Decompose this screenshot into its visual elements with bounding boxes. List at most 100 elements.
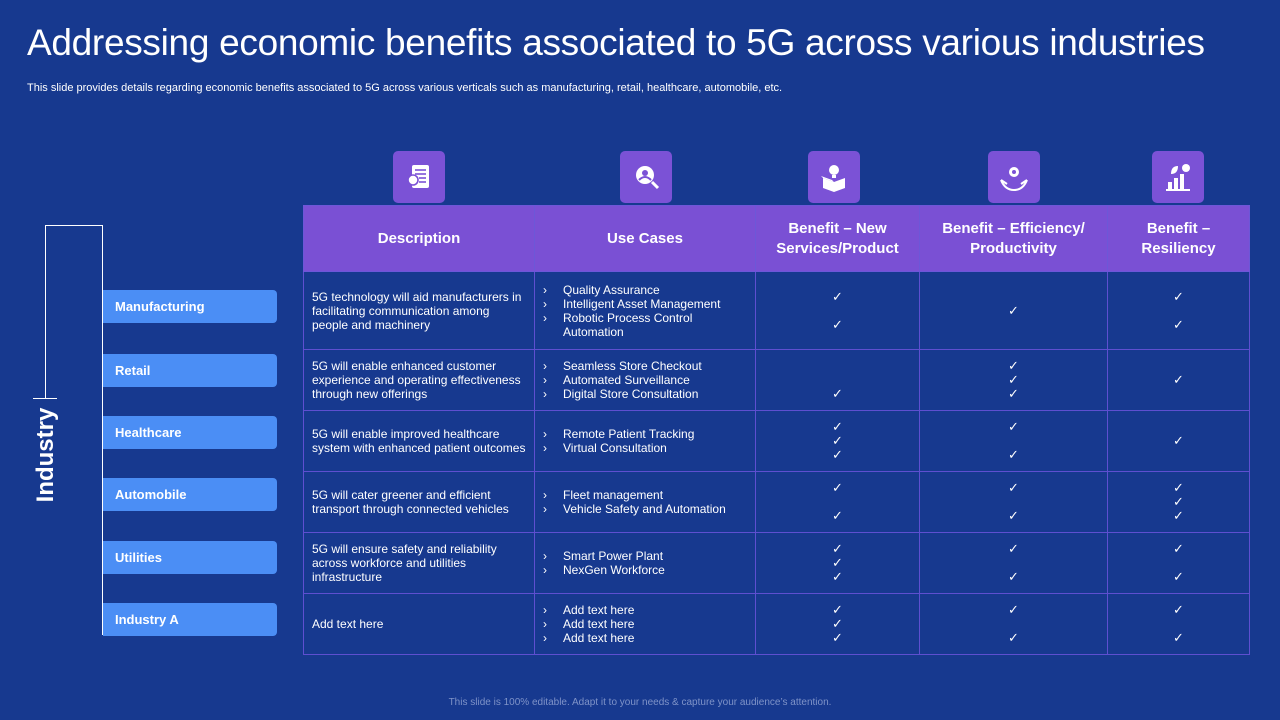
use-case-list: Quality AssuranceIntelligent Asset Manag… xyxy=(543,283,747,339)
checkmark-icon: ✓ xyxy=(832,555,843,570)
slide-title: Addressing economic benefits associated … xyxy=(27,22,1205,63)
industry-rail xyxy=(102,225,103,635)
checkmark-icon: ✓ xyxy=(1008,480,1019,495)
checkmark-icon: ✓ xyxy=(1008,508,1019,523)
row-description: 5G will enable enhanced customer experie… xyxy=(303,349,535,411)
use-case-item: Vehicle Safety and Automation xyxy=(543,502,747,516)
use-case-item: Smart Power Plant xyxy=(543,549,747,563)
checkmark-icon: ✓ xyxy=(1173,602,1184,617)
checkmark-icon: ✓ xyxy=(832,602,843,617)
document-chart-icon xyxy=(393,151,445,203)
cell-benefit-new: ✓ ✓ xyxy=(755,471,920,533)
box-lightbulb-icon xyxy=(808,151,860,203)
cell-benefit-efficiency: ✓ ✓ xyxy=(919,471,1108,533)
use-case-item: Add text here xyxy=(543,617,747,631)
table-row: 5G will cater greener and efficient tran… xyxy=(303,471,1250,533)
row-description: 5G will enable improved healthcare syste… xyxy=(303,410,535,472)
use-case-item: Quality Assurance xyxy=(543,283,747,297)
checkmark-icon: ✓ xyxy=(832,541,843,556)
use-case-item: Fleet management xyxy=(543,488,747,502)
checkmark-icon: ✓ xyxy=(832,419,843,434)
industry-tag-retail: Retail xyxy=(103,354,277,387)
industry-tag-utilities: Utilities xyxy=(103,541,277,574)
checkmark-icon: ✓ xyxy=(832,433,843,448)
cell-benefit-resiliency: ✓ xyxy=(1107,410,1250,472)
use-case-item: Virtual Consultation xyxy=(543,441,747,455)
checkmark-icon: ✓ xyxy=(832,447,843,462)
industry-tag-automobile: Automobile xyxy=(103,478,277,511)
cell-benefit-new: ✓ ✓ xyxy=(755,271,920,350)
row-use-cases: Seamless Store CheckoutAutomated Surveil… xyxy=(534,349,756,411)
cell-benefit-resiliency: ✓ ✓ xyxy=(1107,271,1250,350)
hand-gear-icon xyxy=(988,151,1040,203)
row-description: Add text here xyxy=(303,593,535,655)
table-header-row: Description Use Cases Benefit – New Serv… xyxy=(303,205,1250,272)
use-case-item: Remote Patient Tracking xyxy=(543,427,747,441)
table-row: Add text hereAdd text hereAdd text hereA… xyxy=(303,593,1250,655)
use-case-list: Remote Patient TrackingVirtual Consultat… xyxy=(543,427,747,455)
use-case-item: Robotic Process Control Automation xyxy=(543,311,747,339)
cell-benefit-efficiency: ✓ ✓ xyxy=(919,593,1108,655)
row-description: 5G will cater greener and efficient tran… xyxy=(303,471,535,533)
industry-bracket-tick xyxy=(33,398,57,399)
industry-tag-industry-a: Industry A xyxy=(103,603,277,636)
slide-subtitle: This slide provides details regarding ec… xyxy=(27,82,783,94)
checkmark-icon: ✓ xyxy=(832,288,843,304)
industry-tag-healthcare: Healthcare xyxy=(103,416,277,449)
table-row: 5G will enable enhanced customer experie… xyxy=(303,349,1250,411)
row-use-cases: Smart Power PlantNexGen Workforce xyxy=(534,532,756,594)
checkmark-icon: ✓ xyxy=(1173,433,1184,448)
column-header-description: Description xyxy=(303,205,535,272)
use-case-item: Digital Store Consultation xyxy=(543,387,747,401)
checkmark-icon: ✓ xyxy=(832,569,843,584)
use-case-item: Automated Surveillance xyxy=(543,373,747,387)
cell-benefit-efficiency: ✓ xyxy=(919,271,1108,350)
checkmark-icon: ✓ xyxy=(1173,494,1184,509)
cell-benefit-resiliency: ✓ xyxy=(1107,349,1250,411)
table-row: 5G will ensure safety and reliability ac… xyxy=(303,532,1250,594)
industry-bracket-top xyxy=(45,225,103,226)
checkmark-icon: ✓ xyxy=(1008,372,1019,387)
slide-footer: This slide is 100% editable. Adapt it to… xyxy=(448,697,832,708)
use-case-list: Add text hereAdd text hereAdd text here xyxy=(543,603,747,645)
checkmark-icon: ✓ xyxy=(1008,302,1019,318)
checkmark-icon: ✓ xyxy=(1173,372,1184,387)
row-use-cases: Quality AssuranceIntelligent Asset Manag… xyxy=(534,271,756,350)
column-header-benefit-efficiency: Benefit – Efficiency/ Productivity xyxy=(919,205,1108,272)
use-case-item: Seamless Store Checkout xyxy=(543,359,747,373)
row-description: 5G technology will aid manufacturers in … xyxy=(303,271,535,350)
checkmark-icon: ✓ xyxy=(1173,316,1184,332)
benefits-table: Description Use Cases Benefit – New Serv… xyxy=(303,205,1250,655)
industry-tag-manufacturing: Manufacturing xyxy=(103,290,277,323)
checkmark-icon: ✓ xyxy=(1173,508,1184,523)
cell-benefit-resiliency: ✓ ✓ xyxy=(1107,593,1250,655)
checkmark-icon: ✓ xyxy=(1008,630,1019,645)
checkmark-icon: ✓ xyxy=(832,616,843,631)
cell-benefit-new: ✓ ✓ ✓ xyxy=(755,532,920,594)
checkmark-icon: ✓ xyxy=(1173,541,1184,556)
checkmark-icon: ✓ xyxy=(1008,358,1019,373)
use-case-item: Add text here xyxy=(543,603,747,617)
cell-benefit-efficiency: ✓ ✓ ✓ xyxy=(919,349,1108,411)
checkmark-icon: ✓ xyxy=(1008,602,1019,617)
row-use-cases: Remote Patient TrackingVirtual Consultat… xyxy=(534,410,756,472)
checkmark-icon: ✓ xyxy=(1008,541,1019,556)
use-case-list: Seamless Store CheckoutAutomated Surveil… xyxy=(543,359,747,401)
use-case-list: Fleet managementVehicle Safety and Autom… xyxy=(543,488,747,516)
checkmark-icon: ✓ xyxy=(1008,447,1019,462)
checkmark-icon: ✓ xyxy=(832,480,843,495)
cell-benefit-new: ✓ ✓ ✓ xyxy=(755,593,920,655)
table-row: 5G will enable improved healthcare syste… xyxy=(303,410,1250,472)
checkmark-icon: ✓ xyxy=(1173,569,1184,584)
cell-benefit-efficiency: ✓ ✓ xyxy=(919,410,1108,472)
checkmark-icon: ✓ xyxy=(832,508,843,523)
column-header-benefit-resiliency: Benefit – Resiliency xyxy=(1107,205,1250,272)
row-use-cases: Fleet managementVehicle Safety and Autom… xyxy=(534,471,756,533)
checkmark-icon: ✓ xyxy=(832,316,843,332)
checkmark-icon: ✓ xyxy=(832,386,843,401)
cell-benefit-new: ✓ ✓ ✓ xyxy=(755,410,920,472)
checkmark-icon: ✓ xyxy=(1008,419,1019,434)
cell-benefit-new: ✓ xyxy=(755,349,920,411)
growth-plant-icon xyxy=(1152,151,1204,203)
column-header-benefit-new: Benefit – New Services/Product xyxy=(755,205,920,272)
